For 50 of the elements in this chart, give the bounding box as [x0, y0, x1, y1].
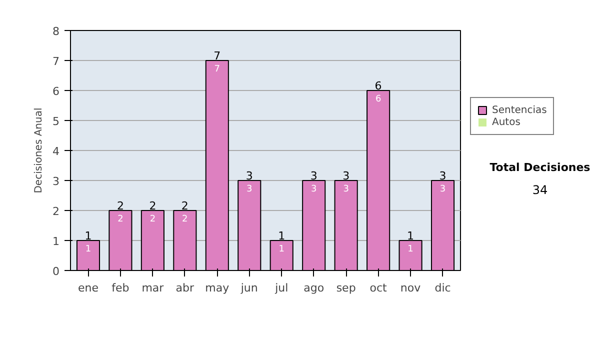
- data-label: 7: [214, 64, 220, 74]
- x-tick-label: abr: [176, 282, 195, 294]
- y-tick-label: 4: [52, 145, 60, 158]
- x-tick-label: mar: [142, 282, 164, 294]
- x-tick-label: feb: [112, 282, 130, 294]
- y-tick-label: 7: [52, 55, 60, 68]
- legend-label: Autos: [492, 116, 520, 128]
- x-tick-label: nov: [400, 282, 422, 294]
- y-tick-label: 5: [52, 115, 60, 128]
- y-tick-label: 8: [52, 25, 60, 38]
- data-label: 3: [440, 184, 446, 194]
- x-tick-label: sep: [336, 282, 356, 294]
- total-label: 2: [116, 200, 124, 212]
- x-tick-label: oct: [370, 282, 388, 294]
- x-tick-label: dic: [434, 282, 451, 294]
- data-label: 3: [343, 184, 349, 194]
- x-tick-label: ago: [304, 282, 324, 294]
- y-tick-label: 3: [52, 175, 60, 188]
- data-label: 2: [182, 214, 188, 224]
- data-label: 1: [278, 244, 284, 254]
- total-label: 3: [439, 170, 446, 182]
- y-tick-label: 1: [52, 235, 60, 248]
- data-label: 2: [150, 214, 156, 224]
- data-label: 6: [375, 94, 382, 104]
- y-tick-label: 6: [52, 85, 60, 98]
- data-label: 2: [118, 214, 124, 224]
- data-label: 1: [408, 244, 414, 254]
- total-label: 2: [181, 200, 188, 212]
- total-label: 2: [149, 200, 156, 212]
- total-label: 6: [374, 80, 382, 92]
- y-axis-title: Decisiones Anual: [34, 108, 44, 194]
- total-label: 1: [84, 230, 92, 242]
- text: Total Decisiones: [490, 160, 590, 176]
- data-label: 3: [246, 184, 252, 194]
- x-tick-label: may: [205, 282, 230, 294]
- x-tick-label: jul: [274, 282, 288, 294]
- total-label: 3: [310, 170, 318, 182]
- total-label: 3: [246, 170, 253, 182]
- y-tick-label: 2: [52, 205, 60, 218]
- total-label: 3: [342, 170, 350, 182]
- y-tick-label: 0: [52, 265, 60, 278]
- x-tick-label: jun: [240, 282, 258, 294]
- data-label: 1: [85, 244, 92, 254]
- total-label: 7: [214, 50, 221, 62]
- total-label: 1: [278, 230, 286, 242]
- legend-label: Sentencias: [492, 104, 547, 116]
- x-tick-label: ene: [78, 282, 99, 294]
- total-label: 1: [407, 230, 414, 242]
- data-label: 3: [310, 184, 317, 194]
- text: 34: [531, 182, 549, 199]
